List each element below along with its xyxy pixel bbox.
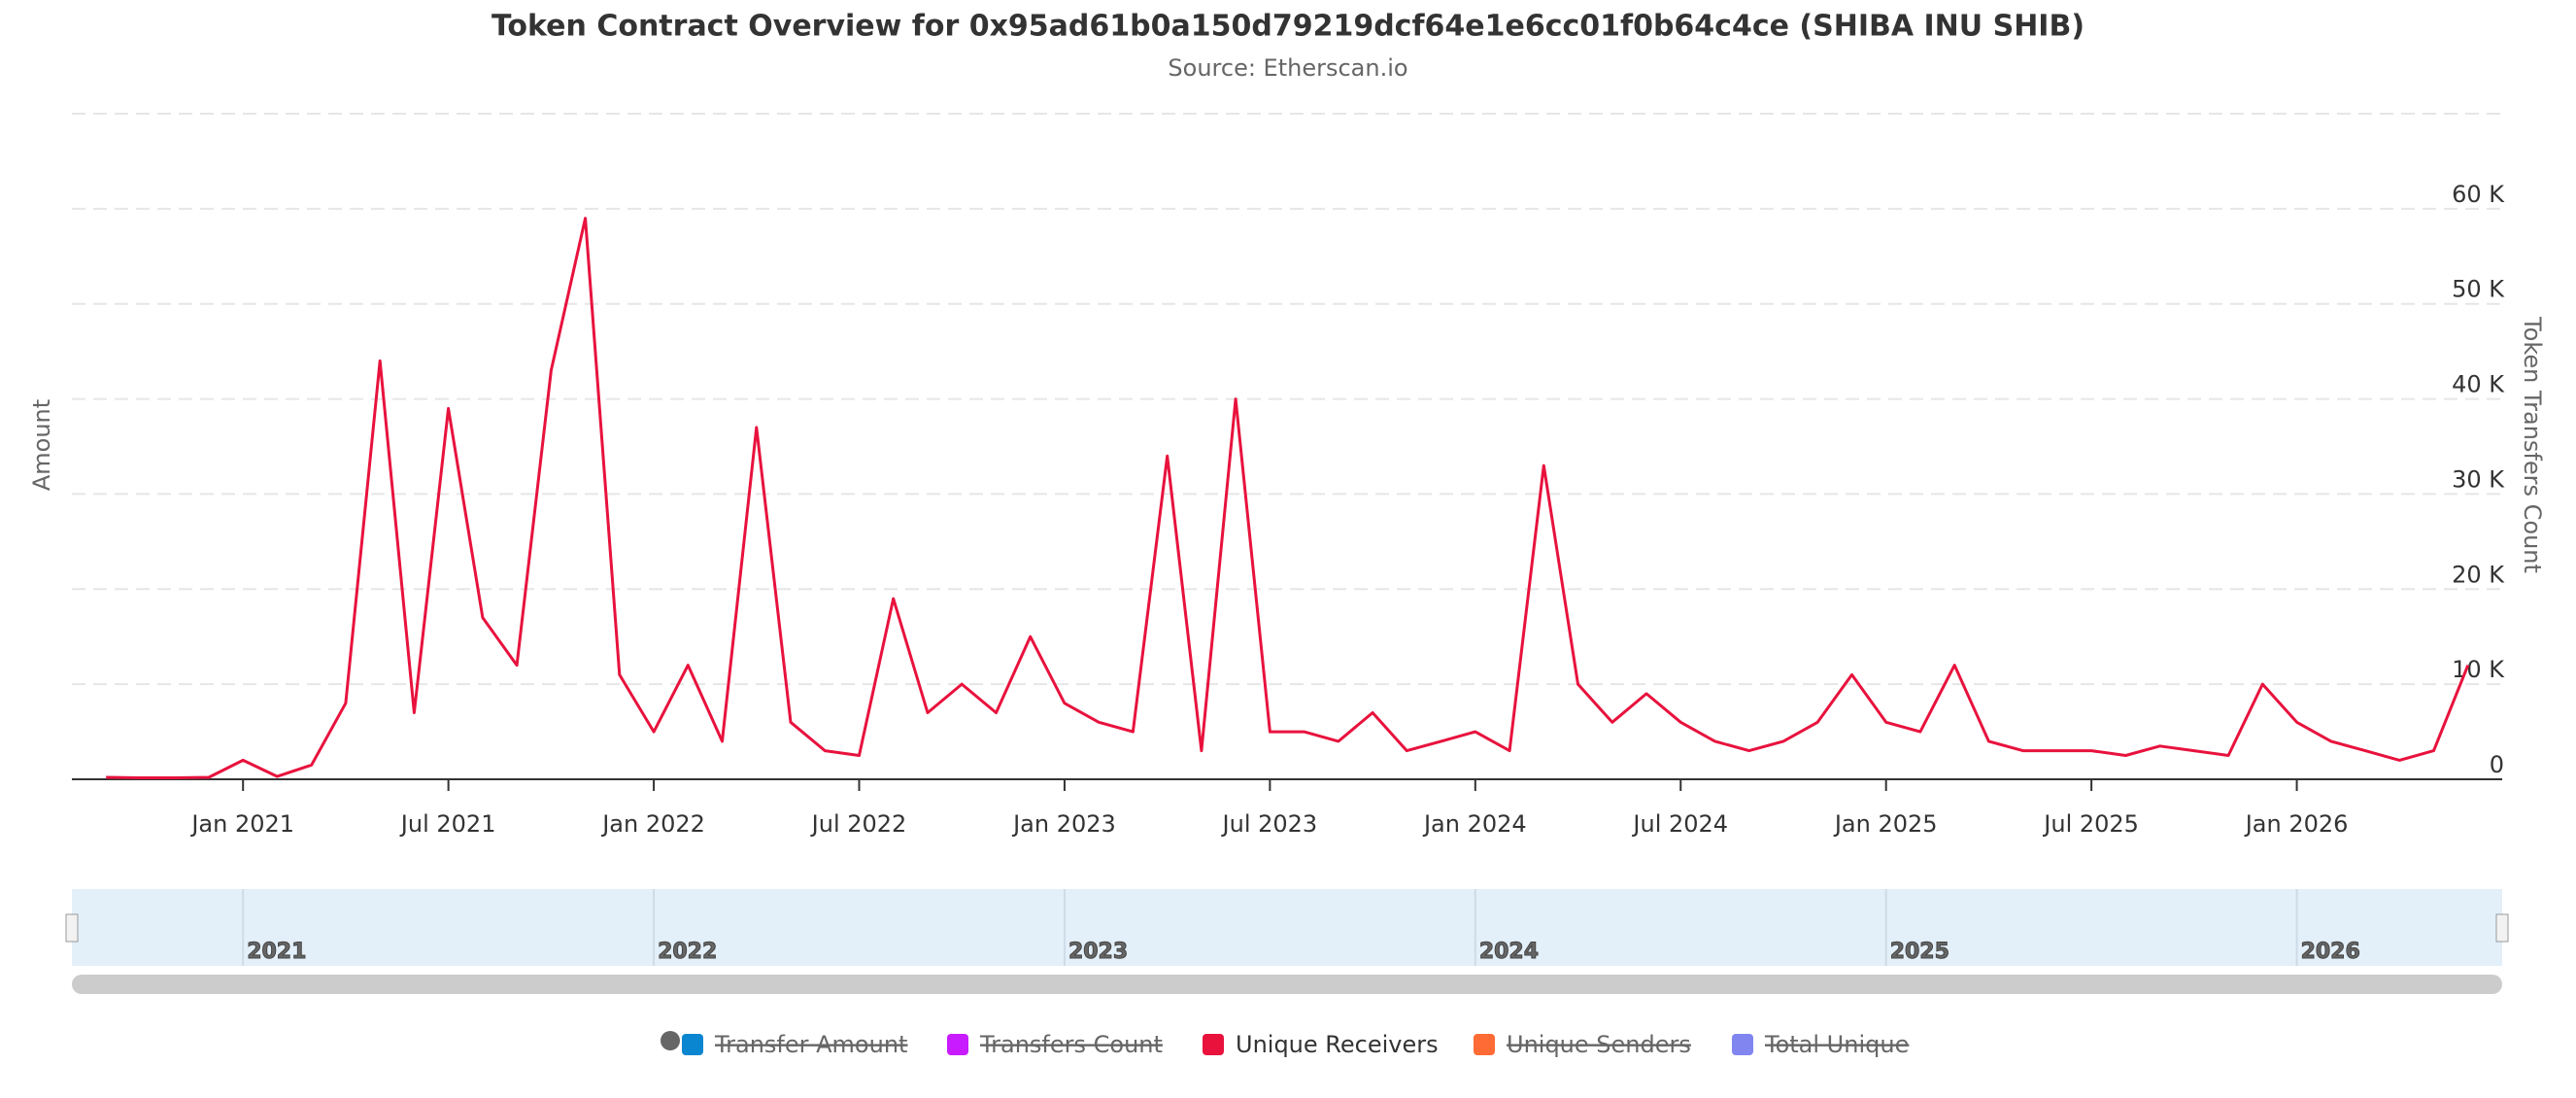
legend-label[interactable]: Unique Senders [1507, 1031, 1691, 1058]
navigator-label: 2022 [658, 940, 717, 964]
y-tick-label: 60 K [2452, 181, 2505, 208]
navigator-handle[interactable] [2495, 913, 2509, 943]
x-tick-label: Jan 2023 [1011, 810, 1116, 838]
chart-title: Token Contract Overview for 0x95ad61b0a1… [491, 10, 2085, 44]
legend-marker[interactable] [947, 1034, 968, 1055]
legend-label[interactable]: Total Unique [1764, 1031, 1909, 1058]
y-left-title: Amount [28, 399, 55, 491]
series-line [106, 217, 2470, 779]
legend-icon [661, 1031, 680, 1050]
chart-subtitle: Source: Etherscan.io [1168, 54, 1407, 82]
navigator-label: 2025 [1890, 940, 1949, 964]
y-tick-label: 10 K [2452, 656, 2505, 683]
navigator-label: 2021 [247, 940, 306, 964]
y-tick-label: 20 K [2452, 561, 2505, 588]
x-tick-label: Jan 2026 [2244, 810, 2349, 838]
scrollbar[interactable] [72, 975, 2502, 994]
navigator-label: 2026 [2301, 940, 2360, 964]
navigator-label: 2023 [1068, 940, 1128, 964]
navigator-mask[interactable] [72, 889, 2502, 966]
x-tick-label: Jul 2024 [1631, 810, 1728, 838]
x-tick-label: Jul 2025 [2042, 810, 2139, 838]
legend-label[interactable]: Transfer Amount [714, 1031, 907, 1058]
x-tick-label: Jul 2022 [810, 810, 907, 838]
x-tick-label: Jan 2022 [600, 810, 705, 838]
x-tick-label: Jan 2021 [189, 810, 294, 838]
y-tick-label: 30 K [2452, 465, 2505, 493]
y-axis-title: Token Transfers Count [2519, 316, 2546, 573]
legend-label[interactable]: Transfers Count [979, 1031, 1163, 1058]
legend-marker[interactable] [1732, 1034, 1753, 1055]
y-tick-label: 40 K [2452, 371, 2505, 398]
navigator-handle[interactable] [65, 913, 79, 943]
legend-marker[interactable] [1203, 1034, 1224, 1055]
x-tick-label: Jan 2024 [1422, 810, 1527, 838]
y-tick-label: 0 [2490, 751, 2504, 778]
navigator-label: 2024 [1479, 940, 1539, 964]
legend-marker[interactable] [682, 1034, 703, 1055]
legend-label[interactable]: Unique Receivers [1236, 1031, 1439, 1058]
x-tick-label: Jul 2023 [1221, 810, 1318, 838]
x-tick-label: Jul 2021 [399, 810, 496, 838]
x-tick-label: Jan 2025 [1833, 810, 1938, 838]
legend-marker[interactable] [1474, 1034, 1495, 1055]
y-tick-label: 50 K [2452, 276, 2505, 303]
